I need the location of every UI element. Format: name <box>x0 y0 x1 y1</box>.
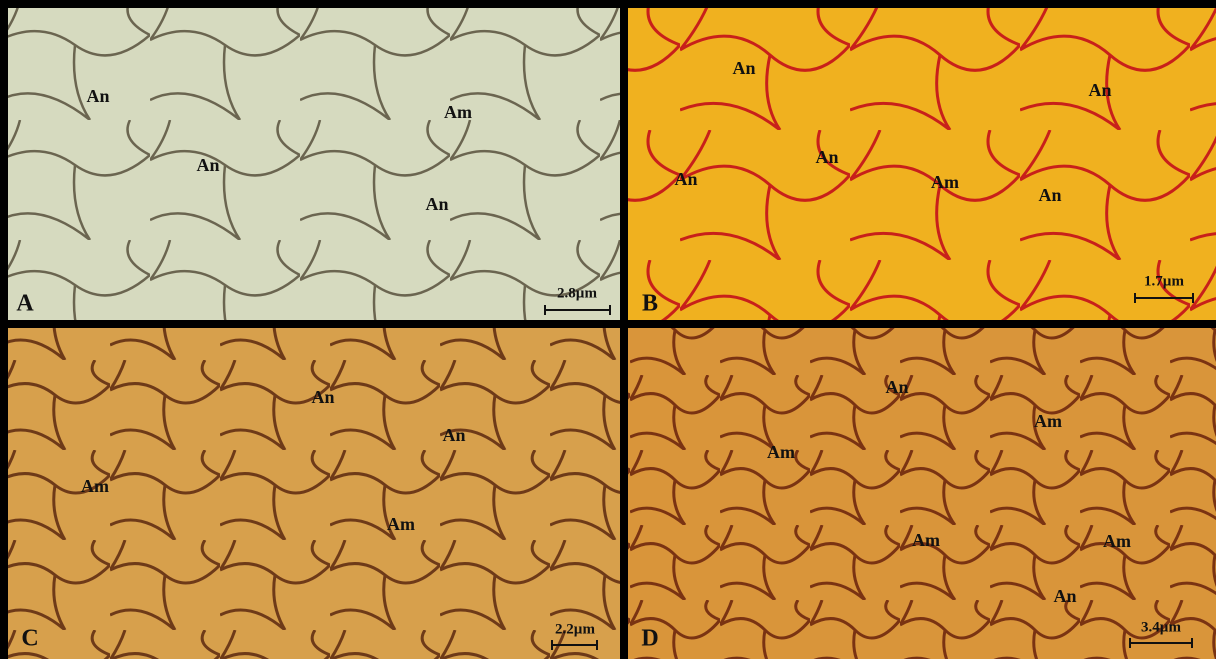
cell-label: An <box>425 194 448 214</box>
cells-a <box>8 8 620 320</box>
panel-letter: B <box>642 291 658 317</box>
cell-label: An <box>674 169 697 189</box>
cell-label: An <box>885 377 908 397</box>
cell-label: Am <box>387 514 415 534</box>
cell-label: An <box>442 425 465 445</box>
cell-label: An <box>196 155 219 175</box>
cells-b <box>628 8 1216 320</box>
cell-label: An <box>732 58 755 78</box>
scale-label: 2.8µm <box>557 285 597 301</box>
scale-label: 2.2µm <box>555 621 595 637</box>
cell-label: Am <box>1034 411 1062 431</box>
cell-label: An <box>1088 80 1111 100</box>
cell-label: Am <box>912 530 940 550</box>
cell-label: An <box>1038 185 1061 205</box>
panel-letter: D <box>641 626 658 652</box>
scale-label: 1.7µm <box>1144 273 1184 289</box>
cells-d <box>628 328 1216 659</box>
cell-label: Am <box>1103 531 1131 551</box>
cell-label: Am <box>444 102 472 122</box>
scale-label: 3.4µm <box>1141 619 1181 635</box>
panel-letter: C <box>21 626 38 652</box>
panel-letter: A <box>16 291 34 317</box>
cell-label: An <box>1053 586 1076 606</box>
cell-label: Am <box>767 442 795 462</box>
cell-label: An <box>311 387 334 407</box>
cell-label: Am <box>931 172 959 192</box>
cell-label: An <box>815 147 838 167</box>
figure: An Am An An A 2.8µm An An An An Am An B 1.7µm An An Am Am… <box>0 0 1216 659</box>
cell-label: Am <box>81 476 109 496</box>
cell-label: An <box>86 86 109 106</box>
